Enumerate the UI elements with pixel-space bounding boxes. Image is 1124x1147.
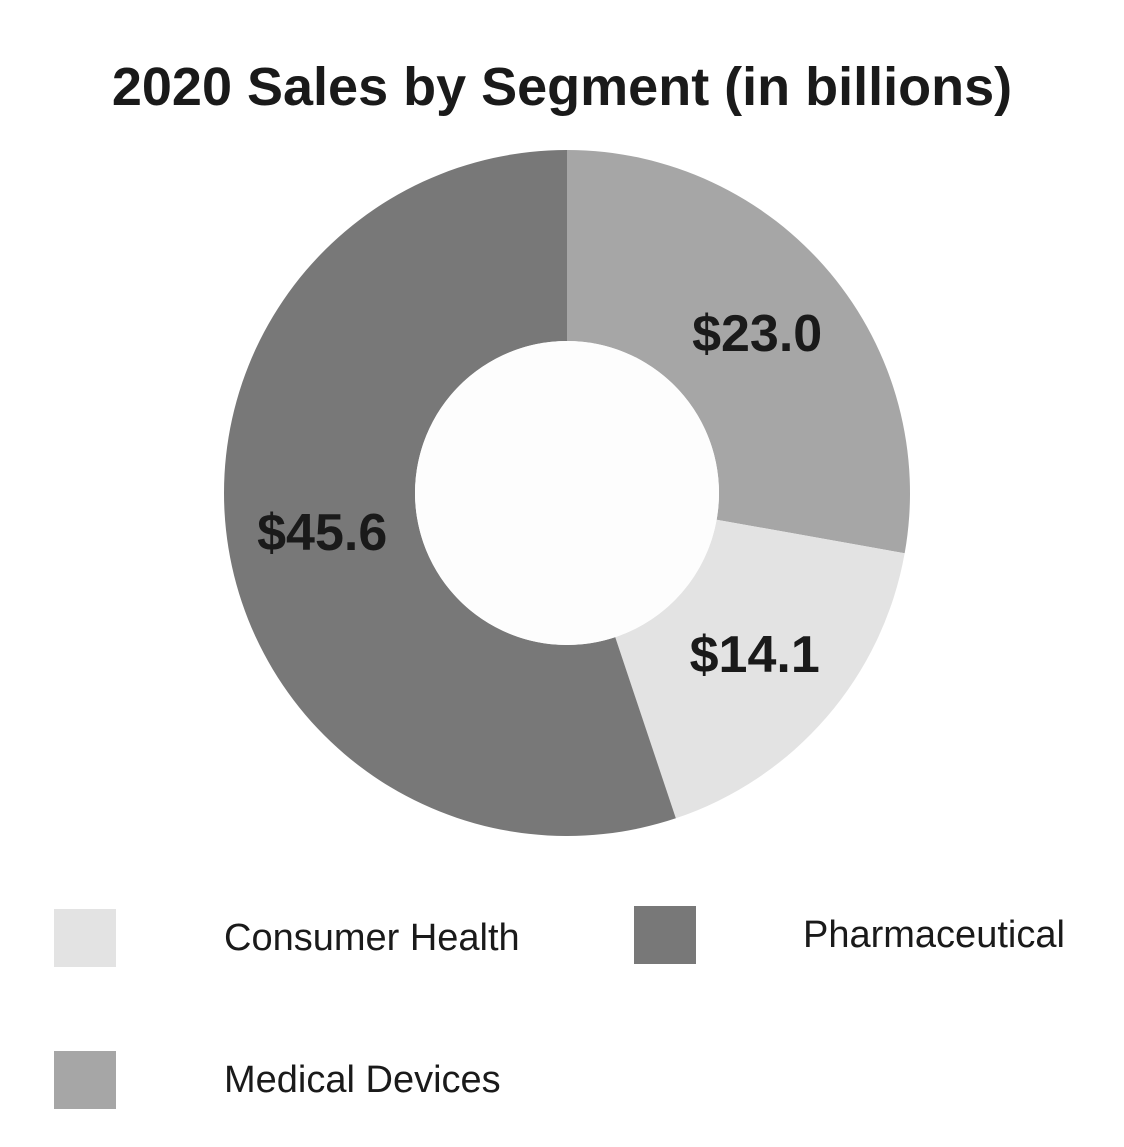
legend-label-consumer-health: Consumer Health (224, 917, 520, 959)
slice-consumer-health (615, 519, 905, 819)
slice-pharmaceutical (224, 150, 676, 836)
donut-slices (224, 150, 910, 836)
slice-label-medical-devices: $23.0 (692, 305, 822, 363)
slice-label-consumer-health: $14.1 (690, 626, 820, 684)
donut-labels: $23.0 $14.1 $45.6 (257, 305, 822, 684)
legend-label-pharmaceutical: Pharmaceutical (803, 914, 1065, 956)
legend-swatch-consumer-health (54, 909, 116, 967)
donut-hole (415, 341, 719, 645)
legend-label-medical-devices: Medical Devices (224, 1059, 501, 1101)
legend-swatch-medical-devices (54, 1051, 116, 1109)
slice-medical-devices (567, 150, 910, 554)
chart-title: 2020 Sales by Segment (in billions) (111, 57, 1013, 117)
legend-swatch-pharmaceutical (634, 906, 696, 964)
slice-label-pharmaceutical: $45.6 (257, 504, 387, 562)
